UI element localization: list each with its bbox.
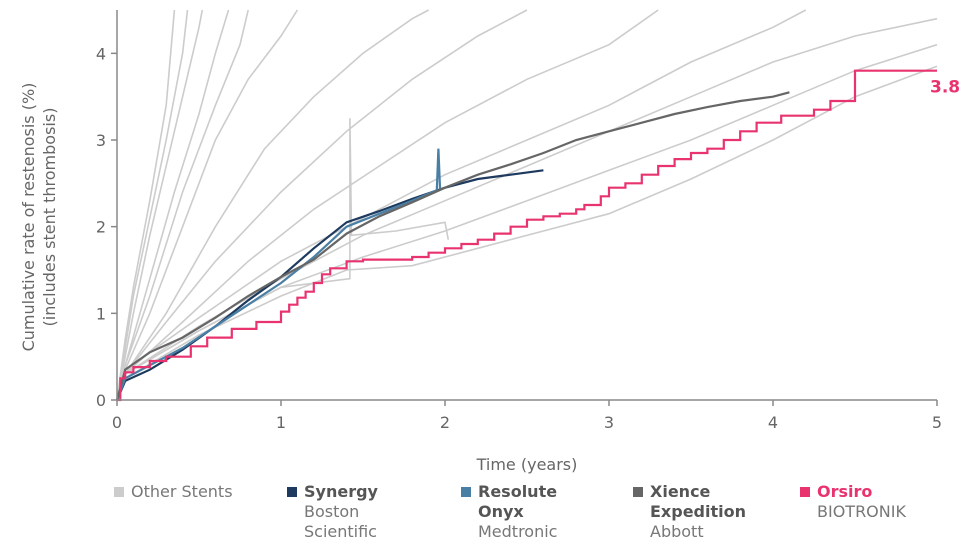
legend-swatch-resolute-onyx [461,487,471,497]
legend-label-orsiro: Orsiro [817,482,873,501]
other-stent-line-11 [116,17,938,401]
x-tick-label: 3 [604,413,614,432]
other-stent-line-6 [116,9,299,401]
x-tick-label: 4 [768,413,778,432]
y-tick-label: 2 [96,218,106,237]
other-stent-line-10 [116,9,807,401]
other-stent-line-3 [116,9,204,401]
legend-swatch-synergy [287,487,297,497]
highlighted-stent-lines [115,69,937,402]
legend-swatch-xience-expedition [633,487,643,497]
other-stent-line-14 [116,118,450,401]
other-stent-line-5 [116,9,249,401]
chart-legend: Other Stents Synergy Boston Scientific R… [0,482,967,556]
legend-maker-synergy: Boston Scientific [304,502,377,541]
other-stent-line-9 [116,9,659,401]
other-stent-line-8 [116,9,528,401]
xience-expedition-line [115,91,790,401]
legend-label-xience-expedition: Xience Expedition [650,482,747,521]
tick-labels: 0 1 2 3 4 5 0 1 2 3 4 [96,44,942,432]
y-tick-label: 0 [96,391,106,410]
y-tick-label: 3 [96,131,106,150]
other-stent-line-1 [116,9,176,401]
y-axis-title-line1: Cumulative rate of restenosis (%) [19,83,38,352]
legend-label-other-stents: Other Stents [131,482,233,501]
synergy-line [115,169,544,401]
x-tick-label: 1 [276,413,286,432]
x-tick-label: 2 [440,413,450,432]
x-tick-label: 5 [932,413,942,432]
other-stent-line-2 [116,9,189,401]
y-axis-title-line2: (includes stent thrombosis) [40,108,59,327]
other-stents-lines [116,9,938,401]
axes [116,10,937,401]
orsiro-end-value-label: 3.8 [930,78,960,98]
legend-swatch-orsiro [800,487,810,497]
legend-swatch-other-stents [114,487,124,497]
other-stent-line-7 [116,9,429,401]
x-axis-title: Time (years) [476,455,578,474]
y-tick-label: 4 [96,44,106,63]
legend-maker-orsiro: BIOTRONIK [817,502,906,521]
legend-label-resolute-onyx: Resolute Onyx [478,482,558,521]
legend-maker-xience-expedition: Abbott [650,522,704,541]
orsiro-line [117,69,937,402]
other-stent-line-13 [116,65,938,401]
legend-maker-resolute-onyx: Medtronic [478,522,558,541]
legend-label-synergy: Synergy [304,482,378,501]
resolute-onyx-line [115,148,442,401]
x-tick-label: 0 [112,413,122,432]
y-tick-label: 1 [96,304,106,323]
